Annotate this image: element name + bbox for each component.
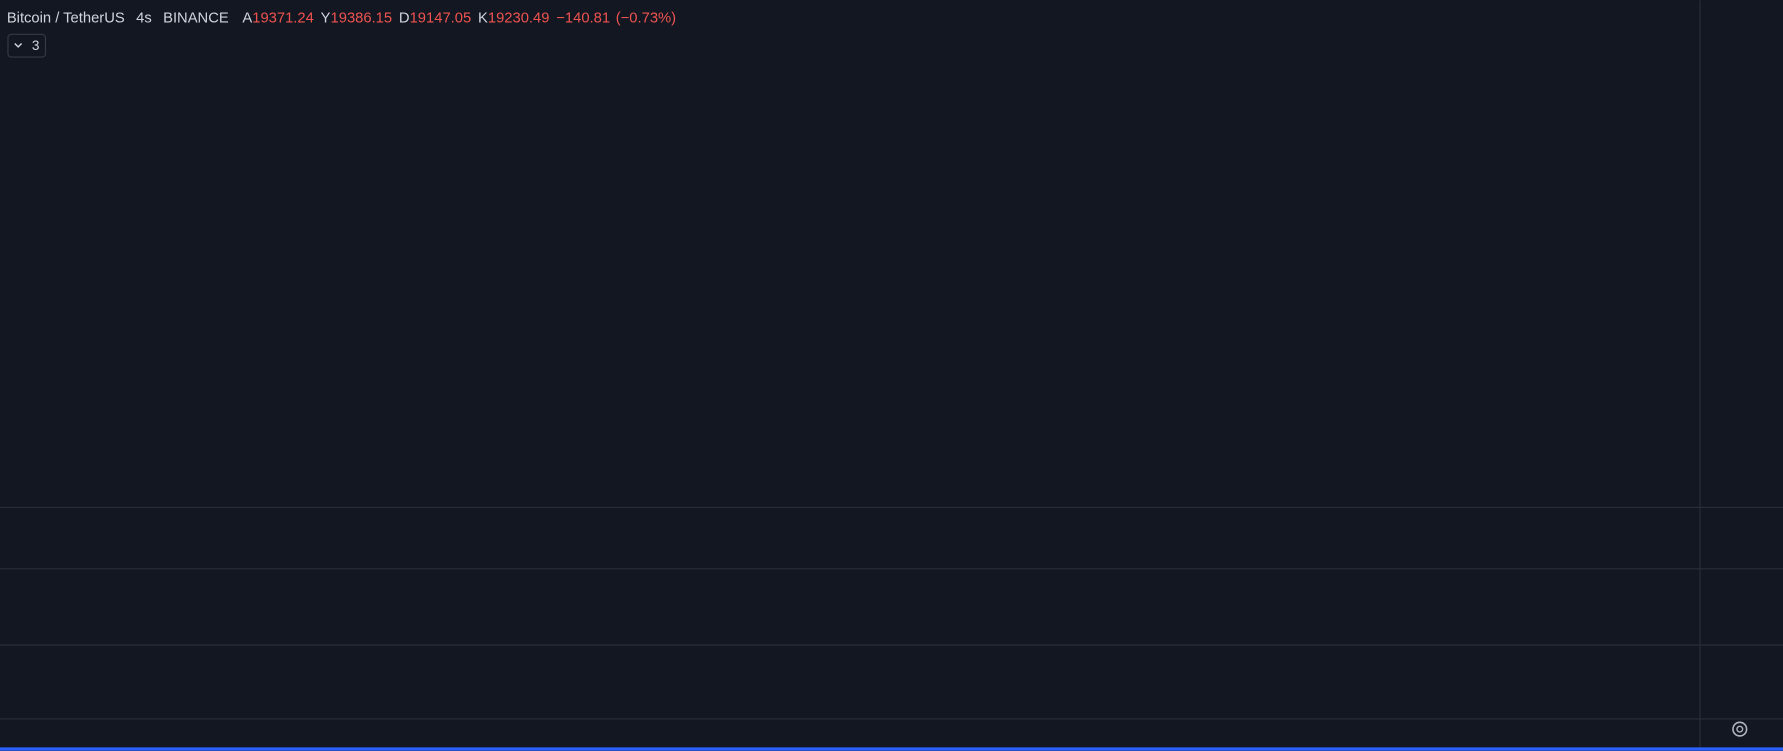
header-backdrop: [0, 3, 785, 34]
header: Bitcoin / TetherUS 4s BINANCE A19371.24 Y193…: [0, 3, 785, 58]
indicator-toggle[interactable]: 3: [7, 33, 47, 58]
ohlc-key: Y: [321, 10, 331, 26]
ohlc-key: K: [478, 10, 488, 26]
interval: 4s: [136, 10, 152, 26]
exchange: BINANCE: [163, 10, 229, 26]
toggle-box: [7, 33, 47, 58]
ohlc-value: 19386.15: [331, 10, 393, 26]
indicator-count: 3: [32, 38, 40, 53]
change-percent: (−0.73%): [616, 10, 676, 26]
legend-line: Bitcoin / TetherUS 4s BINANCE A19371.24 Y193…: [7, 10, 676, 26]
gear-hub: [1736, 725, 1744, 733]
ohlc-key: A: [242, 10, 252, 26]
ohlc-value: 19371.24: [252, 10, 314, 26]
ohlc-value: 19147.05: [410, 10, 472, 26]
settings-icon[interactable]: [1732, 721, 1748, 737]
ohlc-key: D: [399, 10, 410, 26]
ohlc-value: 19230.49: [488, 10, 550, 26]
change: −140.81: [556, 10, 610, 26]
gear-ring: [1732, 721, 1748, 737]
chevron: [14, 42, 23, 48]
symbol[interactable]: Bitcoin / TetherUS: [7, 10, 125, 26]
